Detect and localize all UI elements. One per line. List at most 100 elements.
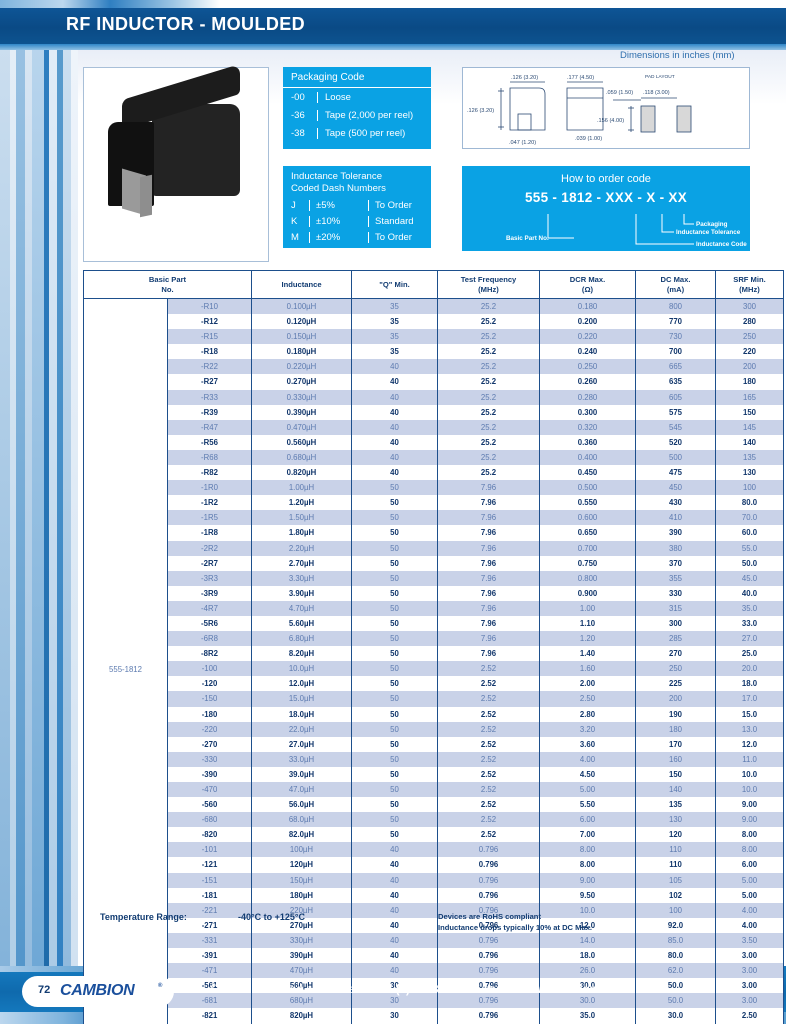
inductance-cell: 39.0µH bbox=[251, 766, 352, 782]
test-frequency-cell: 2.52 bbox=[437, 766, 540, 782]
test-frequency-cell: 0.796 bbox=[437, 887, 540, 903]
divider bbox=[368, 199, 369, 211]
dc-max-cell: 92.0 bbox=[635, 917, 716, 933]
dc-max-cell: 605 bbox=[635, 389, 716, 405]
test-frequency-cell: 25.2 bbox=[437, 465, 540, 481]
inductance-cell: 47.0µH bbox=[251, 782, 352, 798]
q-min-cell: 40 bbox=[351, 419, 438, 435]
inductance-cell: 680µH bbox=[251, 993, 352, 1009]
test-frequency-cell: 2.52 bbox=[437, 676, 540, 692]
dash-number-cell: -3R9 bbox=[167, 585, 252, 601]
order-callout-basic-part: Basic Part No. bbox=[506, 235, 549, 242]
srf-min-cell: 280 bbox=[715, 314, 784, 330]
srf-min-cell: 27.0 bbox=[715, 631, 784, 647]
test-frequency-cell: 25.2 bbox=[437, 359, 540, 375]
q-min-cell: 50 bbox=[351, 691, 438, 707]
page-header-band bbox=[0, 8, 786, 44]
srf-min-cell: 18.0 bbox=[715, 676, 784, 692]
dash-number-cell: -151 bbox=[167, 872, 252, 888]
dash-number-cell: -271 bbox=[167, 917, 252, 933]
srf-min-cell: 130 bbox=[715, 465, 784, 481]
dc-max-cell: 300 bbox=[635, 615, 716, 632]
inductance-cell: 18.0µH bbox=[251, 706, 352, 722]
dcr-max-cell: 0.200 bbox=[539, 314, 636, 330]
q-min-cell: 50 bbox=[351, 585, 438, 601]
inductance-cell: 68.0µH bbox=[251, 812, 352, 828]
inductance-cell: 560µH bbox=[251, 978, 352, 994]
dcr-max-cell: 0.260 bbox=[539, 374, 636, 390]
tolerance-row: M ±20% To Order bbox=[283, 229, 431, 245]
q-min-cell: 40 bbox=[351, 887, 438, 903]
col-header-q-min: "Q" Min. bbox=[351, 270, 438, 299]
dcr-max-cell: 6.00 bbox=[539, 812, 636, 828]
tolerance-status: To Order bbox=[375, 199, 412, 211]
srf-min-cell: 3.00 bbox=[715, 963, 784, 979]
tolerance-title: Inductance Tolerance Coded Dash Numbers bbox=[283, 166, 431, 197]
dash-number-cell: -121 bbox=[167, 857, 252, 873]
test-frequency-cell: 25.2 bbox=[437, 374, 540, 390]
srf-min-cell: 4.00 bbox=[715, 902, 784, 918]
q-min-cell: 40 bbox=[351, 948, 438, 964]
table-row: -R22 0.220µH 40 25.2 0.250 665 200 bbox=[84, 359, 784, 375]
srf-min-cell: 4.00 bbox=[715, 917, 784, 933]
inductance-cell: 0.330µH bbox=[251, 389, 352, 405]
temperature-range-label: Temperature Range: bbox=[100, 912, 187, 922]
dash-number-cell: -471 bbox=[167, 963, 252, 979]
table-row: -R27 0.270µH 40 25.2 0.260 635 180 bbox=[84, 374, 784, 390]
test-frequency-cell: 2.52 bbox=[437, 721, 540, 737]
dcr-max-cell: 0.320 bbox=[539, 419, 636, 435]
tolerance-row: K ±10% Standard bbox=[283, 213, 431, 229]
inductance-cell: 0.150µH bbox=[251, 329, 352, 345]
srf-min-cell: 140 bbox=[715, 434, 784, 450]
dcr-max-cell: 4.50 bbox=[539, 766, 636, 782]
srf-min-cell: 3.50 bbox=[715, 932, 784, 949]
q-min-cell: 40 bbox=[351, 963, 438, 979]
q-min-cell: 50 bbox=[351, 615, 438, 632]
dc-max-cell: 770 bbox=[635, 314, 716, 330]
dc-max-cell: 410 bbox=[635, 510, 716, 526]
table-row: -R56 0.560µH 40 25.2 0.360 520 140 bbox=[84, 434, 784, 450]
table-row: -R33 0.330µH 40 25.2 0.280 605 165 bbox=[84, 389, 784, 405]
q-min-cell: 40 bbox=[351, 917, 438, 933]
dc-max-cell: 500 bbox=[635, 449, 716, 466]
table-header-row: Basic Part No. Inductance "Q" Min. Test … bbox=[83, 270, 784, 299]
logo-pill: 72 CAMBION ® bbox=[22, 976, 174, 1007]
inductance-cell: 820µH bbox=[251, 1008, 352, 1024]
test-frequency-cell: 2.52 bbox=[437, 827, 540, 843]
footer-phone[interactable]: +44 (0) 1433 621555 bbox=[373, 984, 481, 996]
packaging-code-box: Packaging Code -00 Loose -36 Tape (2,000… bbox=[283, 67, 431, 149]
dcr-max-cell: 0.550 bbox=[539, 495, 636, 511]
inductance-cell: 0.220µH bbox=[251, 359, 352, 375]
tolerance-value: ±5% bbox=[316, 199, 335, 211]
dcr-max-cell: 0.400 bbox=[539, 449, 636, 466]
test-frequency-cell: 2.52 bbox=[437, 782, 540, 798]
dash-number-cell: -2R2 bbox=[167, 540, 252, 556]
dcr-max-cell: 1.40 bbox=[539, 646, 636, 662]
packaging-row: -38 Tape (500 per reel) bbox=[283, 124, 431, 142]
test-frequency-cell: 25.2 bbox=[437, 419, 540, 435]
srf-min-cell: 9.00 bbox=[715, 797, 784, 813]
test-frequency-cell: 0.796 bbox=[437, 963, 540, 979]
srf-min-cell: 50.0 bbox=[715, 555, 784, 571]
dcr-max-cell: 0.750 bbox=[539, 555, 636, 571]
dc-max-cell: 700 bbox=[635, 344, 716, 360]
dcr-max-cell: 0.250 bbox=[539, 359, 636, 375]
dcr-max-cell: 2.00 bbox=[539, 676, 636, 692]
dc-max-cell: 370 bbox=[635, 555, 716, 571]
tolerance-code: M bbox=[291, 231, 299, 243]
inductance-cell: 0.180µH bbox=[251, 344, 352, 360]
order-callout-inductance-code: Inductance Code bbox=[696, 241, 747, 248]
inductance-cell: 2.70µH bbox=[251, 555, 352, 571]
inductance-cell: 6.80µH bbox=[251, 631, 352, 647]
col-header-basic-part-no: Basic Part No. bbox=[83, 270, 252, 299]
footer-website-link[interactable]: www.cambion.com bbox=[519, 984, 624, 996]
dash-number-cell: -R56 bbox=[167, 434, 252, 450]
srf-min-cell: 145 bbox=[715, 419, 784, 435]
rohs-note: Devices are RoHS compliant bbox=[438, 912, 541, 921]
inductance-cell: 5.60µH bbox=[251, 615, 352, 632]
inductance-tolerance-box: Inductance Tolerance Coded Dash Numbers … bbox=[283, 166, 431, 248]
q-min-cell: 40 bbox=[351, 842, 438, 858]
dash-number-cell: -R12 bbox=[167, 314, 252, 330]
table-row: -180 18.0µH 50 2.52 2.80 190 15.0 bbox=[84, 706, 784, 722]
top-accent-bar bbox=[0, 0, 786, 8]
